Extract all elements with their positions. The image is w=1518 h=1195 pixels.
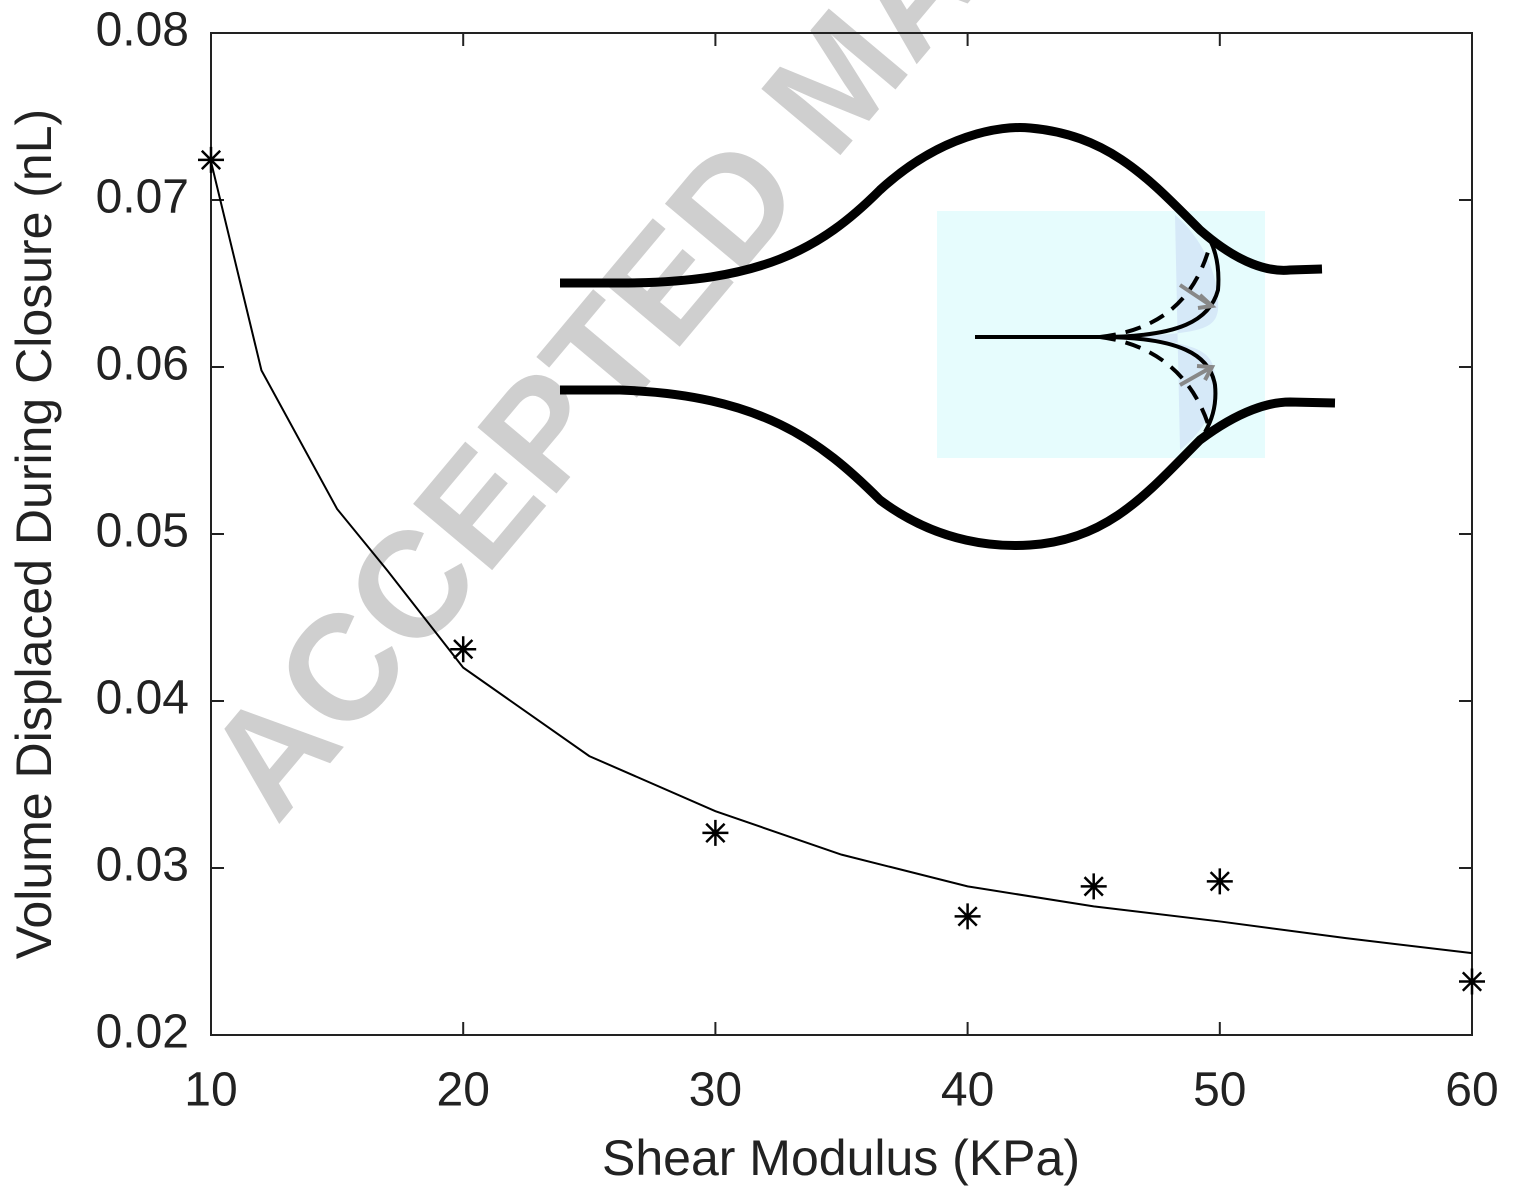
y-tick-label: 0.02 [96, 1006, 189, 1059]
data-point [1080, 873, 1107, 900]
inset-arrow [1179, 364, 1216, 387]
y-tick-label: 0.07 [96, 171, 189, 224]
x-tick-label: 50 [1193, 1064, 1246, 1117]
x-tick-label: 60 [1445, 1064, 1498, 1117]
inset-upper-wall [560, 123, 1323, 288]
y-tick-label: 0.03 [96, 839, 189, 892]
y-tick-label: 0.05 [96, 505, 189, 558]
fit-line [210, 161, 1473, 955]
x-tick-label: 40 [941, 1064, 994, 1117]
x-tick-label: 30 [689, 1064, 742, 1117]
data-point [702, 819, 729, 846]
inset-arrow [1178, 283, 1217, 310]
watermark: ACCEPTED MA [173, 0, 1009, 847]
x-axis-label: Shear Modulus (KPa) [602, 1130, 1080, 1186]
y-axis-label: Volume Displaced During Closure (nL) [6, 109, 62, 959]
inset-dashed-bottom [1099, 335, 1212, 431]
data-point [1459, 968, 1485, 995]
data-point [198, 146, 224, 173]
inset-lower-wall [560, 385, 1336, 550]
data-point [1206, 868, 1233, 895]
inset-leaflet-bottom [1099, 335, 1218, 434]
y-tick-label: 0.06 [96, 338, 189, 391]
y-tick-label: 0.08 [96, 4, 189, 57]
inset-leaflet-top [975, 239, 1221, 339]
y-tick-label: 0.04 [96, 672, 189, 725]
inset-dashed-top [1099, 244, 1212, 339]
data-point [954, 903, 981, 930]
x-tick-label: 10 [184, 1064, 237, 1117]
inset-diagram [560, 123, 1336, 550]
x-tick-label: 20 [437, 1064, 490, 1117]
data-point [450, 636, 477, 663]
inset-shade [1100, 215, 1219, 450]
